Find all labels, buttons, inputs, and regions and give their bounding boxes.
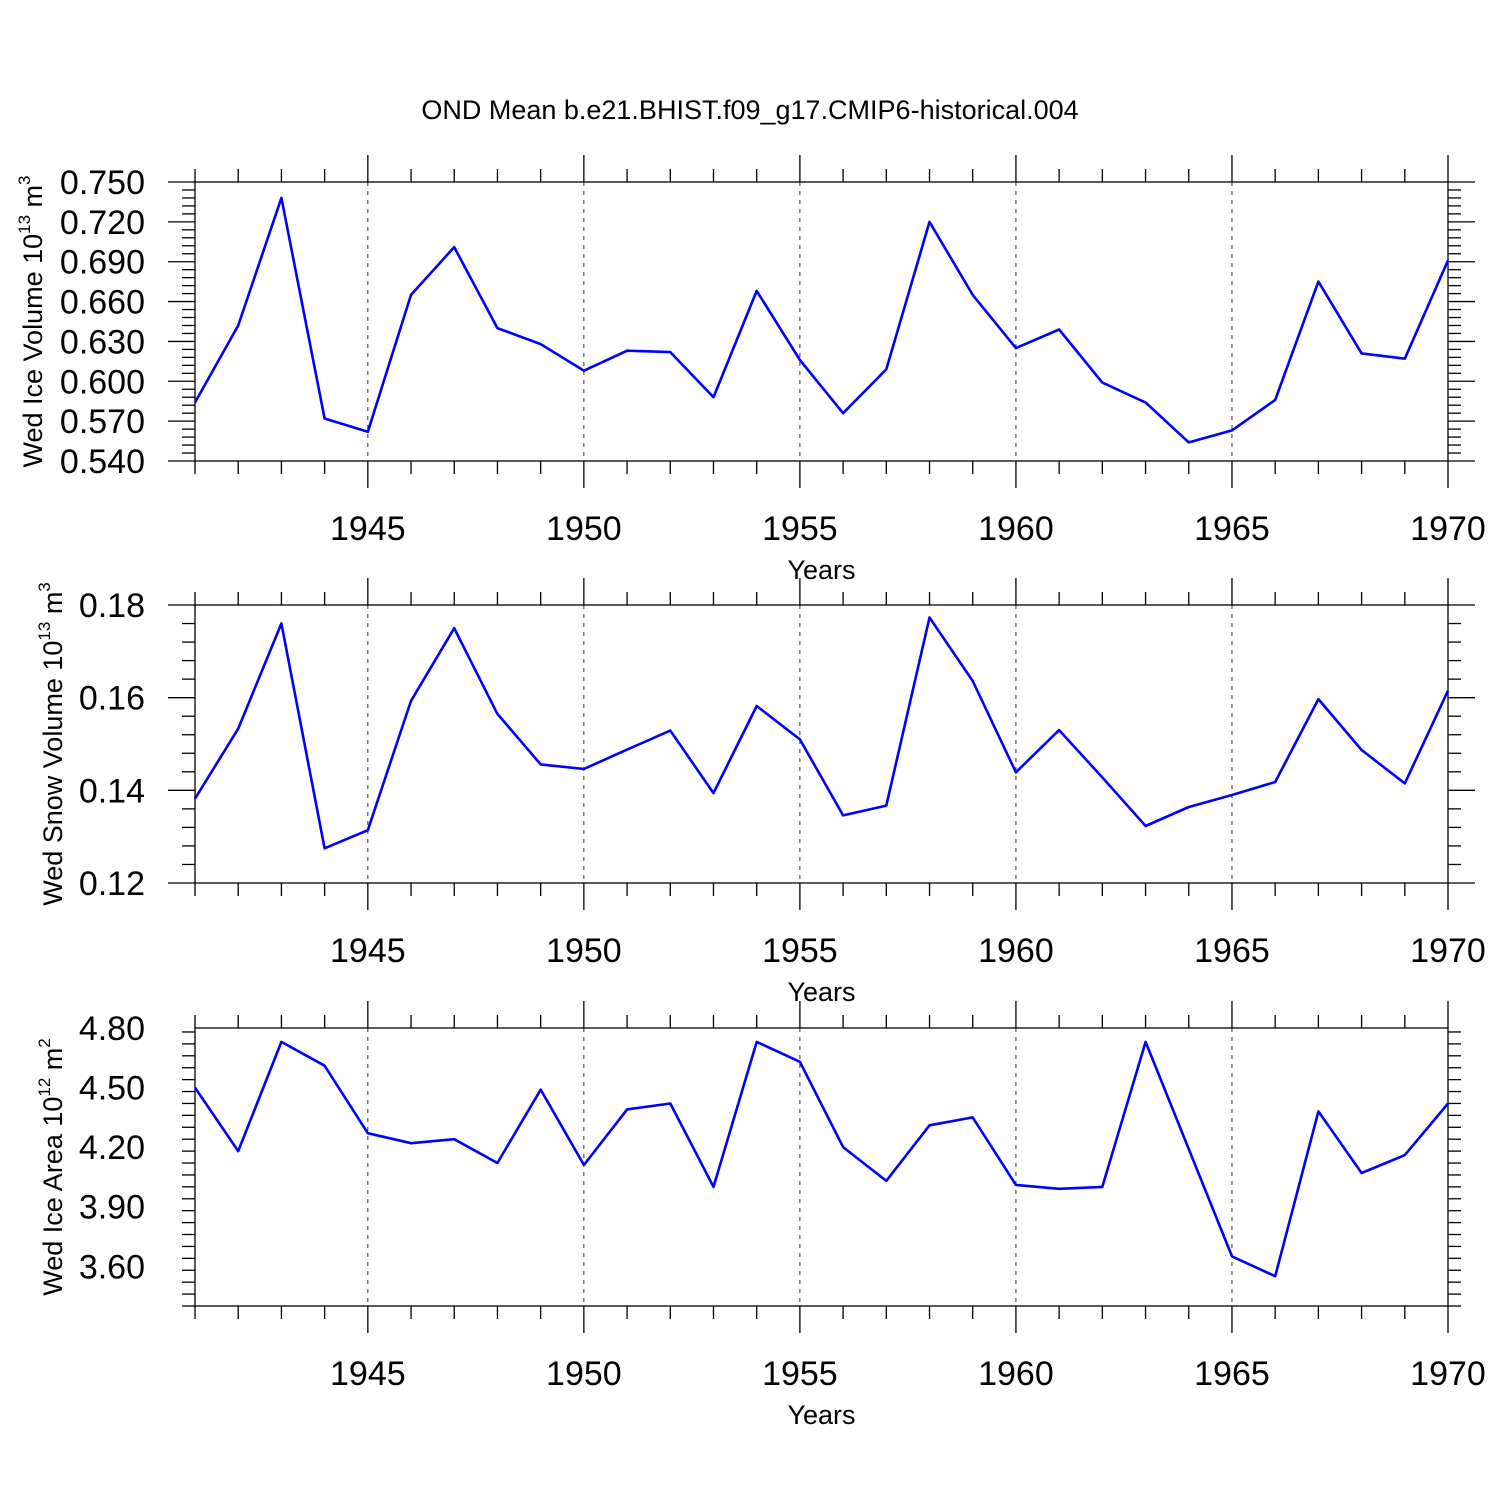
y-tick-label: 0.690: [60, 244, 145, 282]
x-tick-label: 1955: [762, 932, 838, 970]
y-tick-label: 0.540: [60, 443, 145, 481]
panels-group: 1945 1950 1955 1960 1965 19700.5400.5700.6000…: [15, 155, 1486, 1430]
x-axis-title: Years: [787, 977, 855, 1007]
series-line: [193, 616, 1450, 850]
x-tick-label: 1945: [330, 1355, 406, 1393]
y-axis-title-text: Wed Snow Volume 10: [38, 641, 68, 906]
y-tick-label: 0.16: [79, 680, 145, 718]
x-tick-label: 1970: [1410, 510, 1486, 548]
y-tick-label: 0.630: [60, 323, 145, 361]
x-tick-label: 1950: [546, 932, 622, 970]
panel-1: 1945 1950 1955 1960 1965 19700.5400.5700.6000…: [15, 155, 1486, 585]
y-tick-label: 0.600: [60, 363, 145, 401]
plot-frame: [194, 181, 1449, 462]
y-axis-title-exponent: 13: [15, 215, 34, 234]
x-tick-label: 1960: [978, 510, 1054, 548]
y-tick-label: 4.50: [79, 1070, 145, 1108]
y-tick-label: 0.18: [79, 587, 145, 625]
plot-frame: [194, 604, 1449, 884]
series-line: [193, 196, 1450, 444]
x-tick-label: 1960: [978, 932, 1054, 970]
x-tick-label: 1955: [762, 510, 838, 548]
y-tick-label: 3.90: [79, 1189, 145, 1227]
x-tick-label: 1955: [762, 1355, 838, 1393]
x-tick-label: 1950: [546, 510, 622, 548]
x-tick-label: 1965: [1194, 1355, 1270, 1393]
y-tick-label: 4.80: [79, 1010, 145, 1048]
x-tick-label: 1945: [330, 932, 406, 970]
x-tick-label: 1970: [1410, 1355, 1486, 1393]
x-tick-label: 1950: [546, 1355, 622, 1393]
panel-2: 1945 1950 1955 1960 1965 1970 0.12 0.14 0.16 0.18…: [35, 578, 1486, 1007]
y-tick-label: 0.750: [60, 164, 145, 202]
y-axis-title: Wed Ice Volume 1013 m3: [15, 175, 48, 467]
y-tick-label: 0.720: [60, 204, 145, 242]
y-axis-title-text: Wed Ice Volume 10: [18, 234, 48, 468]
x-tick-label: 1965: [1194, 932, 1270, 970]
y-tick-label: 0.14: [79, 772, 145, 810]
y-axis-title-exponent: 13: [35, 622, 54, 641]
y-axis-title-text: m: [38, 1048, 68, 1078]
y-axis-title-exponent: 3: [35, 582, 54, 591]
x-tick-label: 1965: [1194, 510, 1270, 548]
y-tick-label: 0.12: [79, 865, 145, 903]
y-axis-title-text: m: [38, 592, 68, 622]
panel-3: 1945 1950 1955 1960 1965 1970 3.60 3.90 4.20 4.50…: [35, 1001, 1486, 1430]
x-tick-label: 1945: [330, 510, 406, 548]
x-axis-title: Years: [787, 1400, 855, 1430]
y-tick-label: 3.60: [79, 1248, 145, 1286]
y-axis-title-exponent: 2: [35, 1038, 54, 1047]
y-tick-label: 0.570: [60, 403, 145, 441]
y-tick-label: 4.20: [79, 1129, 145, 1167]
y-axis-title-exponent: 3: [15, 175, 34, 184]
series-line: [193, 1040, 1449, 1278]
y-axis-title-text: m: [18, 185, 48, 215]
y-axis-title: Wed Snow Volume 1013 m3: [35, 582, 68, 906]
y-tick-label: 0.660: [60, 284, 145, 322]
x-tick-label: 1960: [978, 1355, 1054, 1393]
y-axis-title: Wed Ice Area 1012 m2: [35, 1038, 68, 1296]
y-axis-title-exponent: 12: [35, 1078, 54, 1097]
chart-title: OND Mean b.e21.BHIST.f09_g17.CMIP6-histo…: [421, 95, 1078, 125]
x-axis-title: Years: [787, 555, 855, 585]
y-axis-title-text: Wed Ice Area 10: [38, 1097, 68, 1296]
x-tick-label: 1970: [1410, 932, 1486, 970]
plot-frame: [194, 1027, 1449, 1307]
